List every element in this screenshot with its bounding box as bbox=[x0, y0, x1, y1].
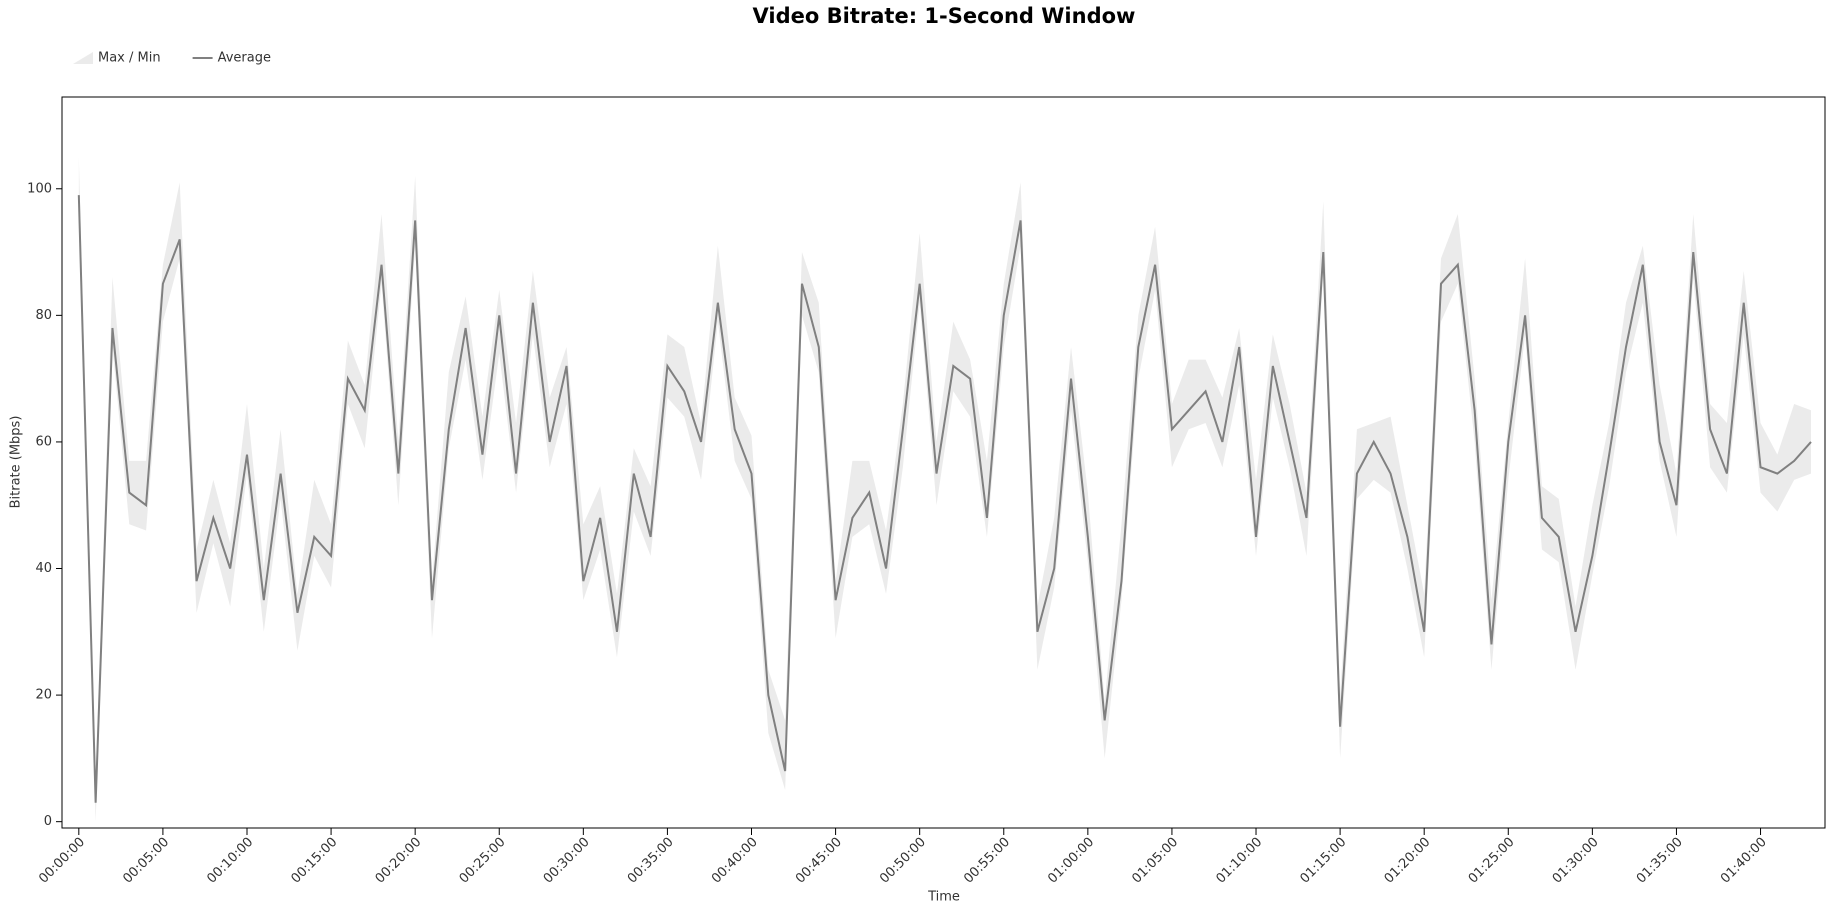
x-tick-label: 01:30:00 bbox=[1550, 835, 1602, 887]
y-tick-label: 60 bbox=[35, 434, 52, 449]
x-tick-label: 00:25:00 bbox=[457, 835, 509, 887]
x-tick-label: 00:00:00 bbox=[36, 835, 88, 887]
y-tick-label: 80 bbox=[35, 308, 52, 323]
x-tick-label: 00:45:00 bbox=[793, 835, 845, 887]
x-tick-label: 01:15:00 bbox=[1298, 835, 1350, 887]
plot-frame bbox=[61, 96, 1826, 829]
chart-title: Video Bitrate: 1-Second Window bbox=[753, 4, 1136, 28]
average-line bbox=[77, 195, 1812, 803]
x-tick-label: 00:30:00 bbox=[541, 835, 593, 887]
y-tick-label: 20 bbox=[35, 688, 52, 703]
x-tick-label: 01:20:00 bbox=[1382, 835, 1434, 887]
legend-swatch bbox=[73, 52, 93, 64]
x-tick-label: 01:35:00 bbox=[1634, 835, 1686, 887]
x-tick-label: 00:20:00 bbox=[373, 835, 425, 887]
x-tick-label: 00:35:00 bbox=[625, 835, 677, 887]
y-tick-label: 100 bbox=[27, 181, 52, 196]
x-tick-label: 00:05:00 bbox=[120, 835, 172, 887]
x-tick-label: 01:25:00 bbox=[1466, 835, 1518, 887]
max-min-band bbox=[78, 157, 1811, 822]
x-tick-label: 01:10:00 bbox=[1213, 835, 1265, 887]
x-tick-label: 00:10:00 bbox=[204, 835, 256, 887]
x-tick-label: 01:00:00 bbox=[1045, 835, 1097, 887]
legend-label: Max / Min bbox=[98, 51, 161, 66]
x-axis-label: Time bbox=[927, 890, 960, 905]
legend-label: Average bbox=[218, 51, 271, 66]
y-tick-label: 40 bbox=[35, 561, 52, 576]
x-tick-label: 00:40:00 bbox=[709, 835, 761, 887]
x-tick-label: 00:50:00 bbox=[877, 835, 929, 887]
x-tick-label: 01:05:00 bbox=[1129, 835, 1181, 887]
x-tick-label: 00:15:00 bbox=[288, 835, 340, 887]
x-tick-label: 00:55:00 bbox=[961, 835, 1013, 887]
x-tick-label: 01:40:00 bbox=[1718, 835, 1770, 887]
y-axis-label: Bitrate (Mbps) bbox=[9, 416, 24, 509]
y-tick-label: 0 bbox=[44, 814, 52, 829]
